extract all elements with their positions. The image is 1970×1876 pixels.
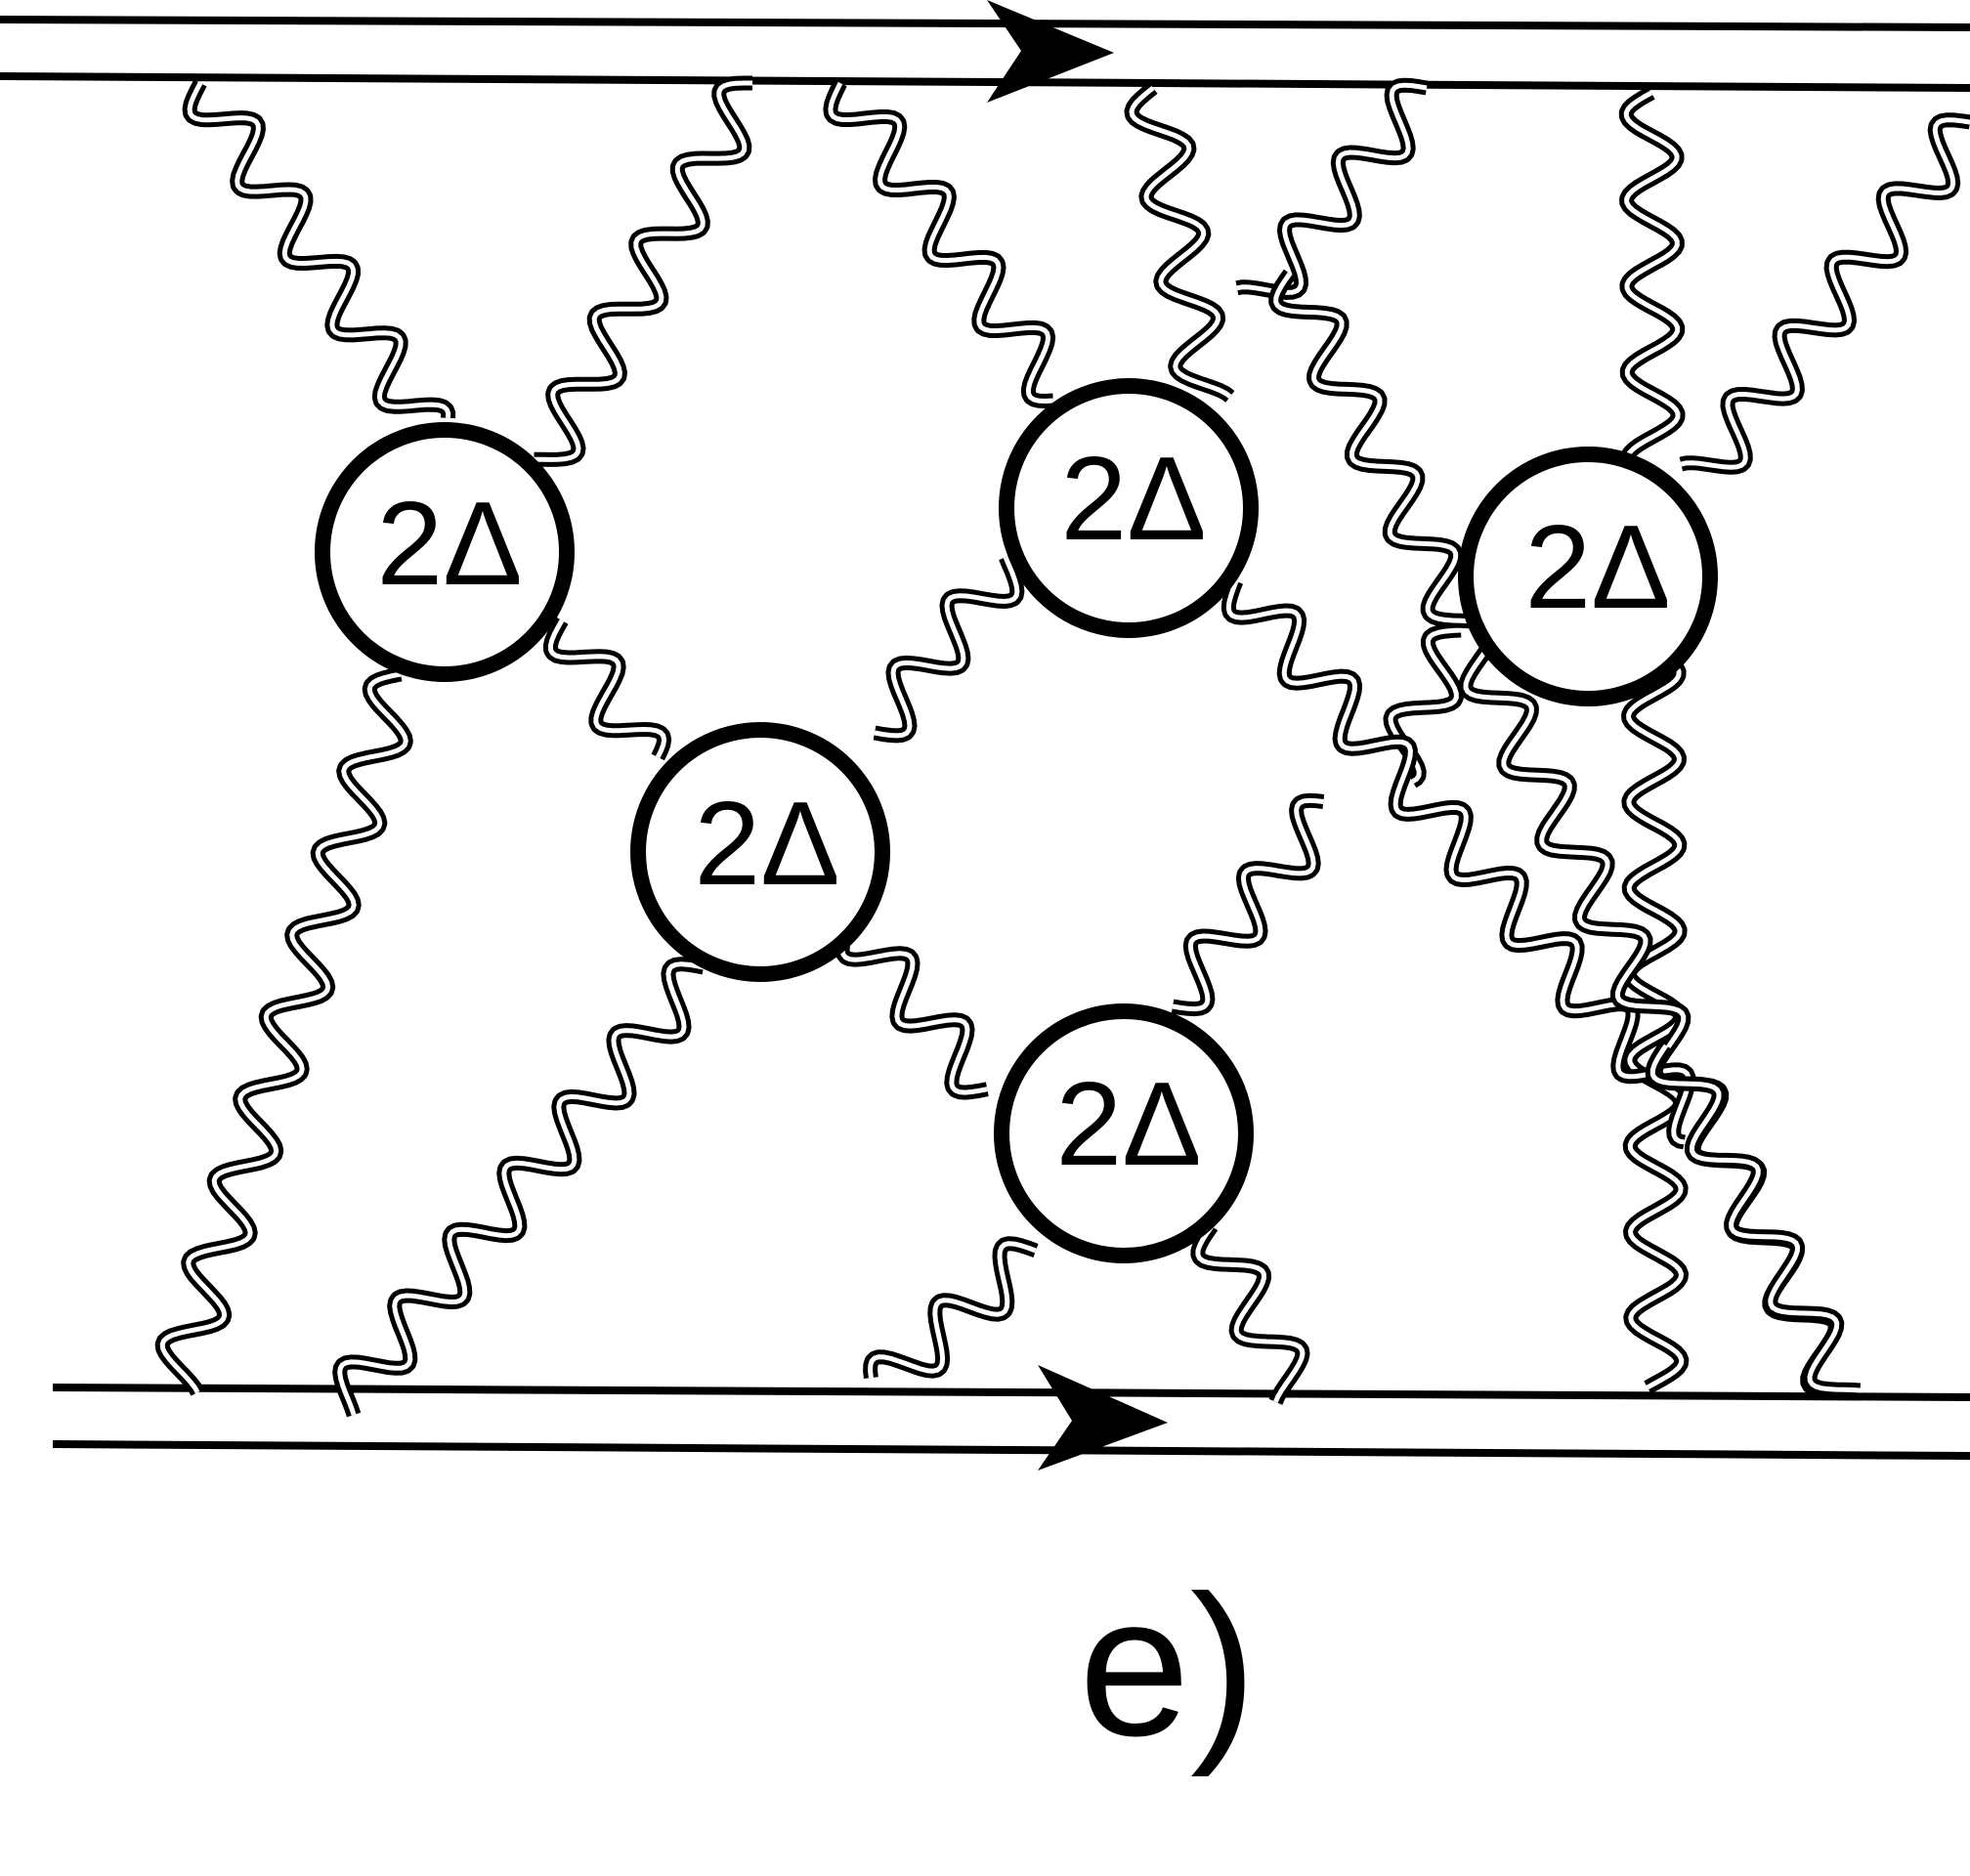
vertex-2delta-4: 2Δ xyxy=(630,722,890,982)
vertex-label: 2Δ xyxy=(694,777,839,910)
bottom-fermion-line xyxy=(52,1384,1970,1460)
photon-line-inner xyxy=(839,922,988,1095)
photon-line xyxy=(182,79,456,421)
photon-line xyxy=(1268,269,1843,1399)
vertex-label: 2Δ xyxy=(376,477,522,610)
photon-line-inner xyxy=(187,81,451,418)
photon-line-inner xyxy=(1623,90,1685,1390)
diagram-caption: e) xyxy=(1079,1555,1257,1778)
photon-line-inner xyxy=(1680,117,1970,470)
photon-line-inner xyxy=(159,671,408,1394)
photon-line xyxy=(1124,82,1235,403)
vertex-label: 2Δ xyxy=(1055,1057,1201,1190)
photon-line-inner xyxy=(1172,797,1324,1012)
photon-line-inner xyxy=(1225,580,1692,1145)
photon-line xyxy=(873,554,1025,744)
photon-line xyxy=(1678,112,1970,475)
vertex-2delta-3: 2Δ xyxy=(1458,447,1718,706)
top-fermion-line xyxy=(0,16,1970,92)
vertex-2delta-5: 2Δ xyxy=(994,1003,1254,1263)
photon-line-inner xyxy=(1195,1224,1306,1403)
photon-line-inner xyxy=(828,81,1053,404)
photon-lines xyxy=(154,75,1970,1418)
photon-line-inner xyxy=(337,961,705,1416)
vertex-2delta-1: 2Δ xyxy=(315,422,575,682)
photon-line xyxy=(534,75,752,467)
vertex-label: 2Δ xyxy=(1060,432,1206,565)
photon-line-inner xyxy=(874,556,1020,739)
photon-line xyxy=(1190,1221,1310,1405)
vertex-label: 2Δ xyxy=(1524,500,1670,633)
photon-line-inner xyxy=(547,618,667,759)
photon-line-inner xyxy=(1649,1044,1861,1393)
photon-line-inner xyxy=(534,80,752,462)
photon-line-inner xyxy=(1129,86,1232,399)
bottom-arrow-icon xyxy=(1038,1365,1168,1471)
photon-line xyxy=(823,79,1056,408)
photon-line xyxy=(835,920,989,1100)
photon-line-inner xyxy=(868,1241,1037,1379)
photon-line-inner xyxy=(1236,82,1428,295)
top-arrow-icon xyxy=(987,0,1114,103)
vertex-2delta-2: 2Δ xyxy=(999,378,1259,638)
